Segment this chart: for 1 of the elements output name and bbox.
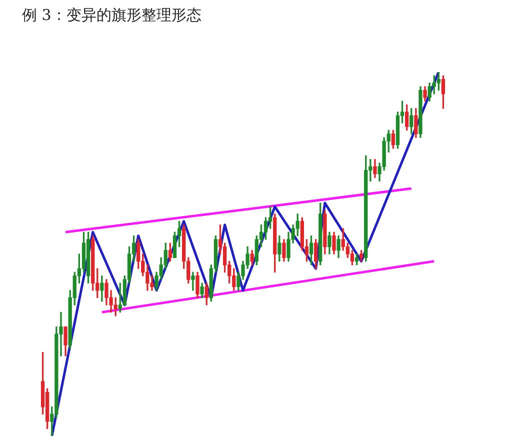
chart-title: 例 3：变异的旗形整理形态	[22, 6, 202, 25]
